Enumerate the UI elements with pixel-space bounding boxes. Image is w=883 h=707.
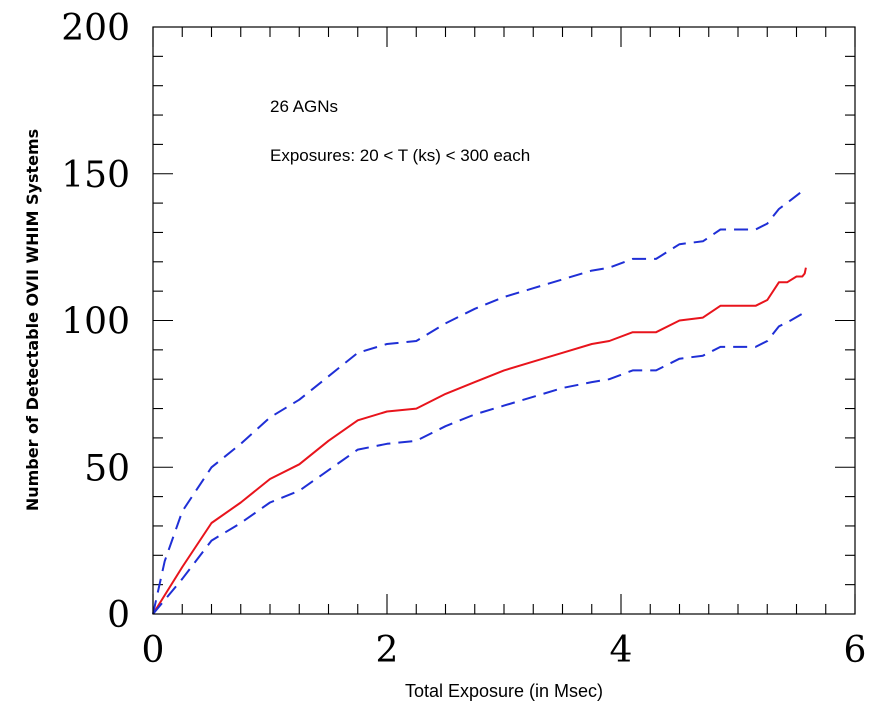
x-tick-label: 4: [610, 630, 633, 671]
y-tick-label: 200: [61, 8, 130, 49]
y-tick-label: 0: [107, 595, 130, 636]
x-tick-label: 0: [142, 630, 165, 671]
x-tick-label: 6: [844, 630, 867, 671]
annotation-agn-count: 26 AGNs: [270, 97, 338, 116]
annotation-exposures: Exposures: 20 < T (ks) < 300 each: [270, 146, 530, 165]
x-axis-title: Total Exposure (in Msec): [405, 681, 603, 701]
y-tick-label: 50: [84, 448, 130, 489]
ticks-layer: [152, 26, 856, 615]
x-tick-label: 2: [376, 630, 399, 671]
labels-layer: 0 2 4 6 0 50 100 150 200: [61, 8, 866, 671]
y-axis-title: Number of Detectable OVII WHIM Systems: [23, 129, 42, 511]
y-tick-label: 100: [61, 302, 130, 343]
plot-frame: [152, 26, 856, 615]
median-line: [152, 267, 807, 615]
lower-bound-line: [152, 310, 807, 615]
series-layer: [152, 187, 807, 615]
y-tick-label: 150: [61, 155, 130, 196]
upper-bound-line: [152, 187, 807, 615]
